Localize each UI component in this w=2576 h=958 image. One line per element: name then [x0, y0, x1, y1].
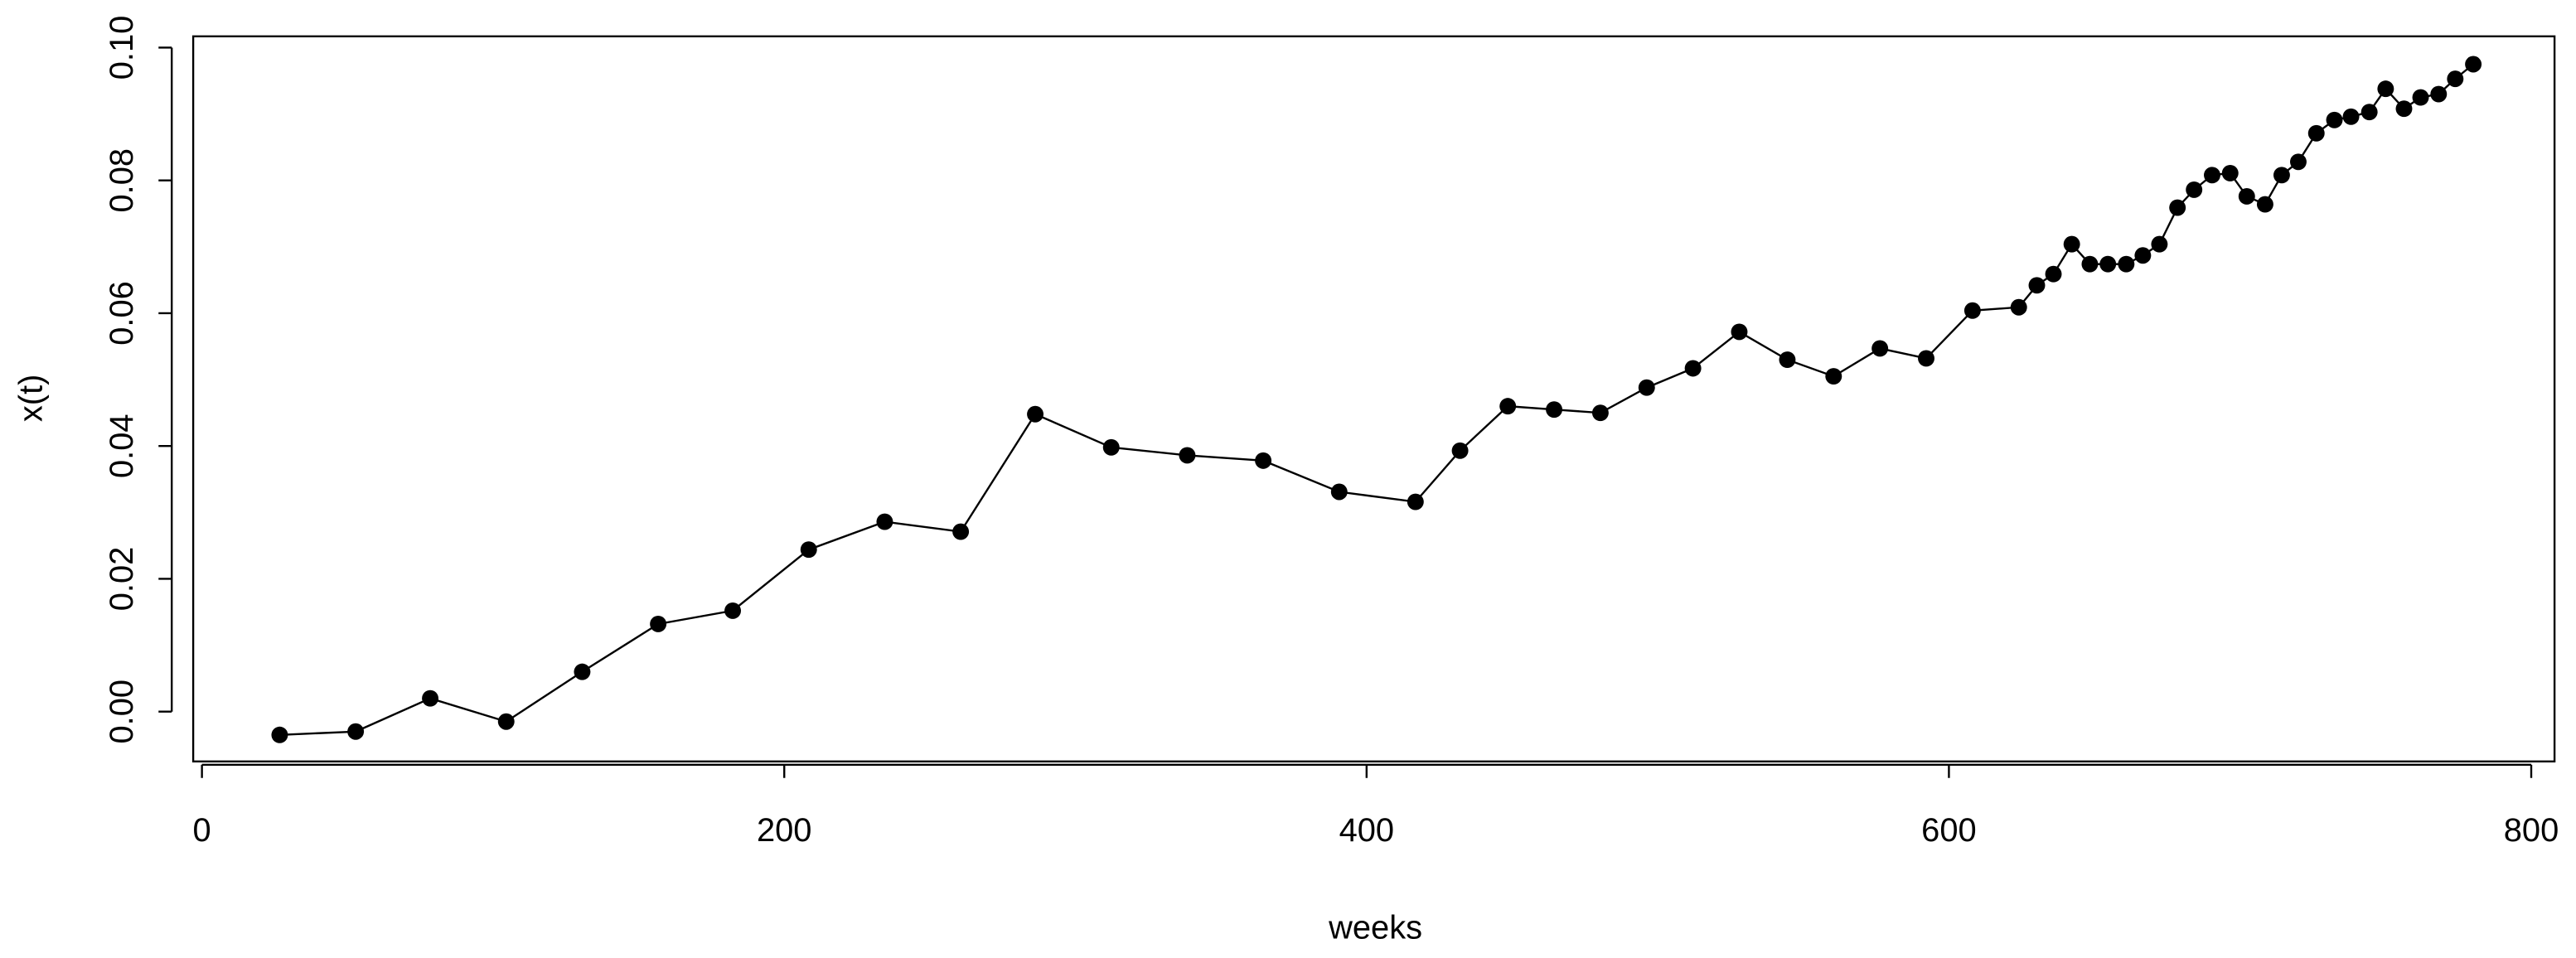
data-point: [2063, 235, 2080, 253]
data-point: [574, 663, 591, 680]
x-tick-label: 0: [193, 812, 211, 849]
data-point: [271, 726, 288, 743]
data-point: [2430, 85, 2448, 103]
x-tick-label: 800: [2504, 812, 2559, 849]
data-point: [876, 513, 893, 530]
data-point: [800, 541, 817, 559]
data-point: [1407, 493, 1424, 510]
data-point: [1731, 323, 1748, 341]
data-point: [1684, 360, 1702, 377]
data-point: [1499, 398, 1517, 415]
data-point: [2307, 124, 2325, 142]
y-tick-label: 0.10: [104, 16, 140, 80]
y-tick-label: 0.04: [104, 414, 140, 478]
data-point: [724, 602, 742, 619]
data-point: [2361, 104, 2378, 121]
data-point: [1918, 350, 1934, 367]
data-point: [2221, 164, 2239, 181]
data-point: [2099, 255, 2117, 273]
data-point: [2118, 255, 2135, 273]
data-point: [2447, 70, 2464, 88]
x-tick-label: 400: [1339, 812, 1394, 849]
data-point: [1330, 483, 1348, 501]
plot-box: [191, 35, 2556, 763]
data-point: [2465, 56, 2482, 73]
data-point: [2204, 167, 2220, 184]
data-point: [2395, 100, 2413, 118]
data-point: [1255, 452, 1272, 469]
y-tick-label: 0.08: [104, 148, 140, 213]
data-point: [2151, 235, 2168, 253]
data-point: [2186, 181, 2203, 198]
y-tick-label: 0.00: [104, 680, 140, 744]
data-point: [2010, 298, 2027, 316]
data-point: [2256, 196, 2273, 213]
data-point: [2081, 255, 2099, 273]
data-point: [2134, 247, 2152, 264]
data-point: [1179, 447, 1196, 464]
data-point: [2273, 167, 2290, 184]
data-point: [2326, 111, 2343, 128]
data-point: [347, 723, 365, 740]
data-point: [2169, 199, 2186, 216]
data-point: [2045, 265, 2062, 283]
data-point: [1871, 340, 1889, 357]
data-point: [2028, 277, 2046, 294]
data-line: [279, 63, 2474, 736]
data-point: [2238, 187, 2255, 205]
data-point: [1638, 379, 1655, 396]
data-point: [2289, 153, 2307, 171]
x-tick-label: 600: [1921, 812, 1976, 849]
data-point: [1779, 351, 1796, 369]
data-point: [422, 689, 439, 707]
data-point: [2342, 108, 2360, 125]
data-point: [650, 615, 667, 632]
data-point: [1591, 404, 1609, 422]
data-point: [497, 713, 515, 730]
data-point: [1546, 401, 1563, 419]
y-axis-title: x(t): [12, 375, 49, 423]
data-point: [1102, 438, 1120, 456]
data-point: [1963, 302, 1981, 319]
x-axis-title: weeks: [1328, 910, 1422, 946]
y-tick-label: 0.02: [104, 547, 140, 612]
data-point: [1027, 405, 1044, 423]
data-point: [952, 523, 970, 540]
x-tick-label: 200: [757, 812, 811, 849]
data-point: [1825, 368, 1842, 385]
data-point: [2412, 89, 2429, 106]
data-point: [2377, 80, 2394, 98]
data-point: [1451, 442, 1469, 459]
y-tick-label: 0.06: [104, 281, 140, 346]
